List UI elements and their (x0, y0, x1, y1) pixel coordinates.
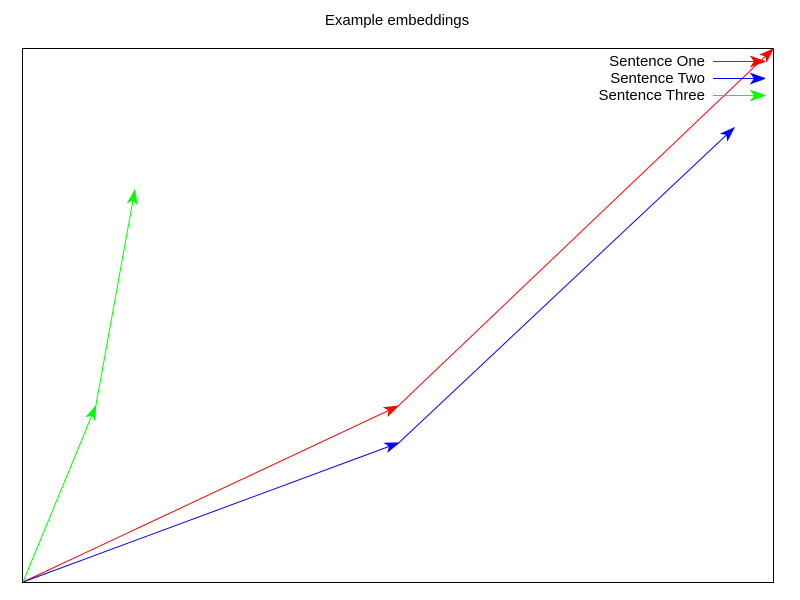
vector-segment (398, 127, 735, 444)
vector-field (22, 47, 775, 583)
vector-arrowhead (719, 126, 736, 142)
vector-arrowhead (85, 404, 97, 422)
legend-row-sentence-two: Sentence Two (599, 70, 765, 87)
legend-sample-arrowhead (749, 55, 765, 68)
legend-arrow-sample-red-icon (713, 53, 765, 70)
legend-sample-svg (713, 72, 765, 85)
vector-segment (95, 190, 136, 407)
legend-sample-svg (713, 55, 765, 68)
legend: Sentence One Sentence Two Sentence Three (599, 53, 765, 104)
plot-area: Sentence One Sentence Two Sentence Three (22, 47, 775, 583)
vector-segment (22, 405, 97, 583)
vector-segment (22, 442, 399, 583)
legend-label-sentence-three: Sentence Three (598, 87, 705, 104)
legend-label-sentence-two: Sentence Two (610, 70, 705, 87)
legend-row-sentence-one: Sentence One (599, 53, 765, 70)
vector-segment (22, 405, 399, 583)
legend-arrow-sample-blue-icon (713, 70, 765, 87)
legend-arrow-sample-green-icon (713, 87, 765, 104)
chart-title: Example embeddings (324, 12, 470, 29)
legend-sample-arrowhead (749, 89, 765, 102)
vector-arrowhead (383, 442, 401, 454)
legend-sample-arrowhead (749, 72, 765, 85)
vector-arrowhead (758, 47, 775, 63)
legend-sample-svg (713, 89, 765, 102)
vector-segment (397, 48, 774, 407)
legend-label-sentence-one: Sentence One (609, 53, 705, 70)
legend-row-sentence-three: Sentence Three (599, 87, 765, 104)
vector-arrowhead (126, 188, 138, 206)
vector-arrowhead (382, 405, 400, 418)
